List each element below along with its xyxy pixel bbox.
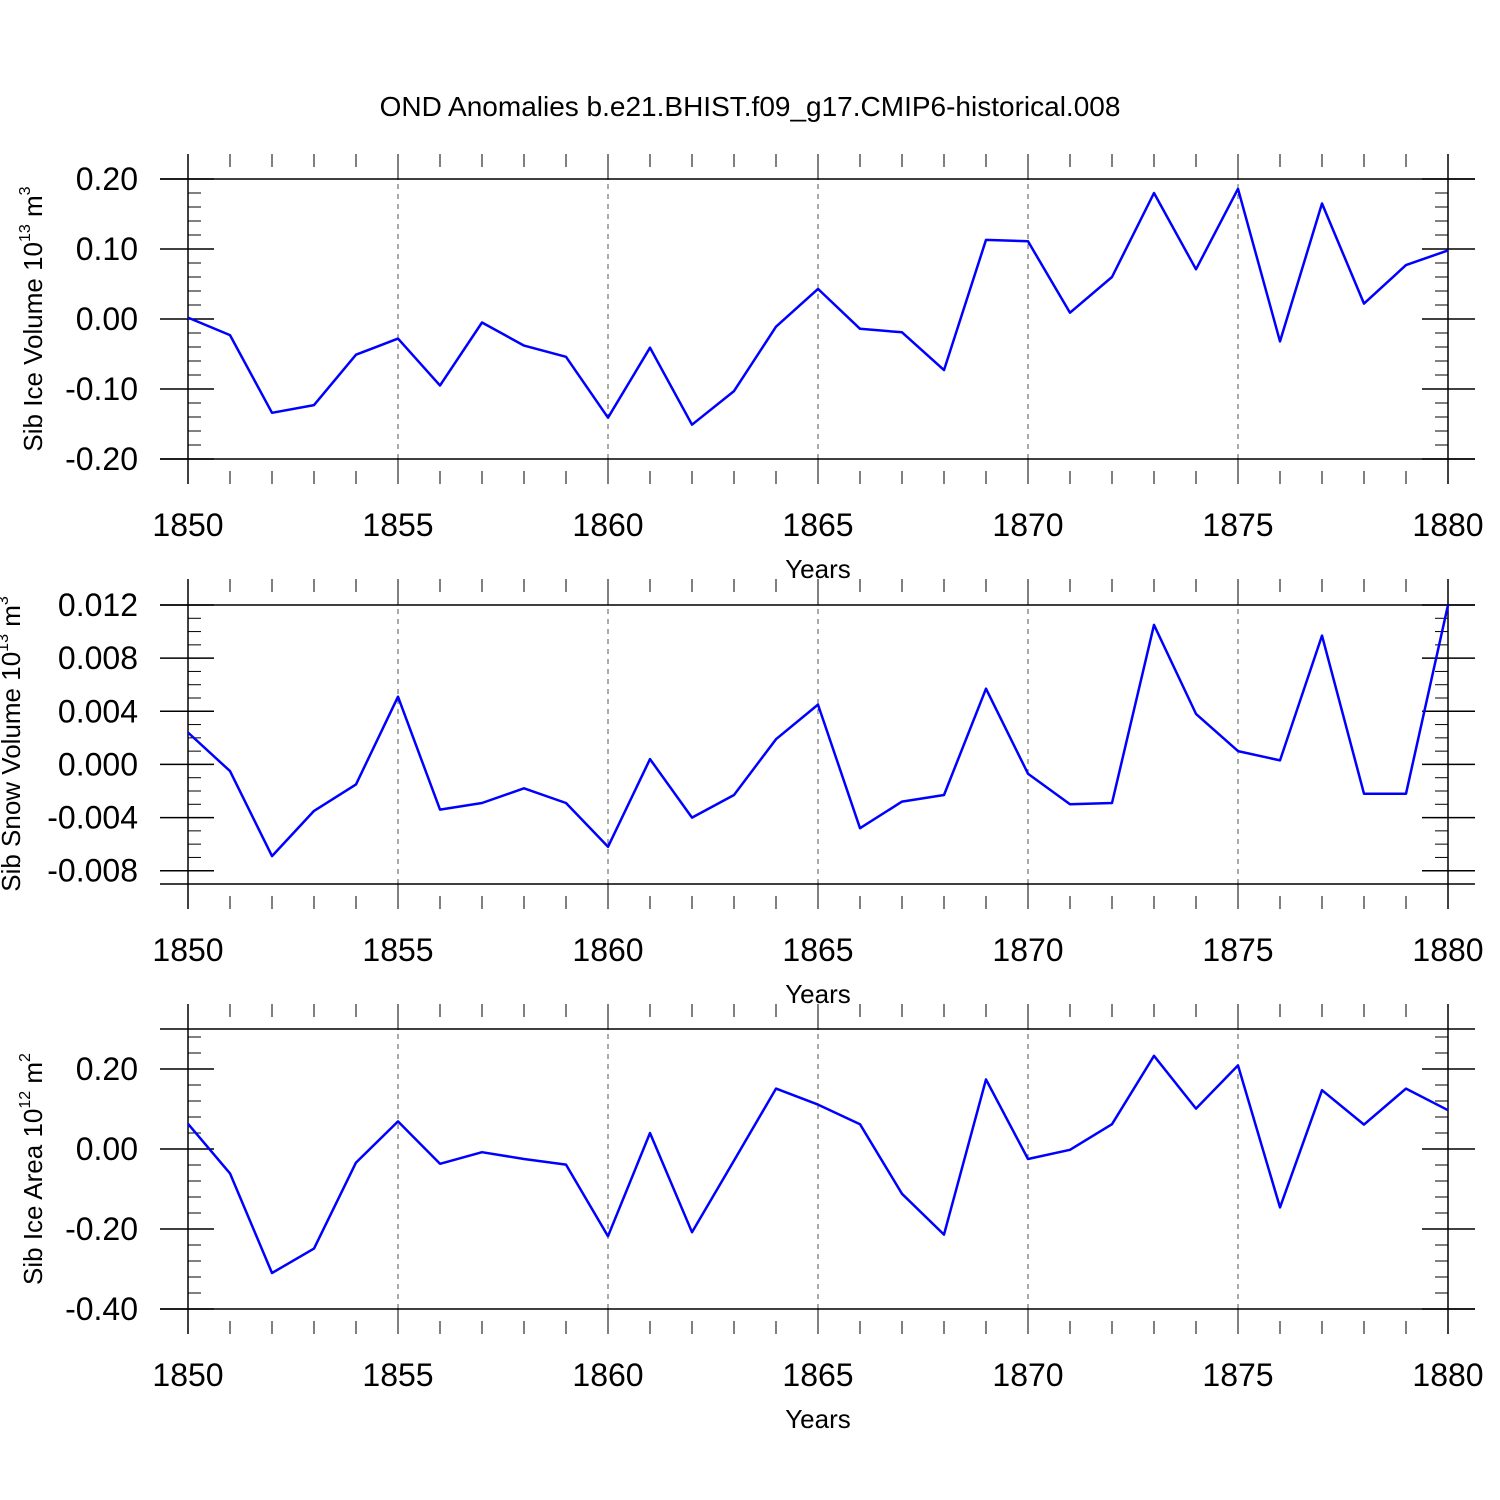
x-tick-label: 1850 [152, 932, 223, 968]
series-line [187, 604, 1450, 858]
y-tick-label: 0.10 [76, 231, 138, 267]
y-axis-label-exponent: 13 [0, 634, 12, 652]
x-tick-label: 1860 [572, 507, 643, 543]
y-tick-label: 0.004 [58, 693, 138, 729]
x-tick-label: 1855 [362, 507, 433, 543]
y-tick-label: 0.012 [58, 587, 138, 623]
y-axis-label-unit-exponent: 2 [17, 1053, 34, 1062]
x-tick-label: 1865 [782, 932, 853, 968]
x-tick-label: 1870 [992, 507, 1063, 543]
x-tick-label: 1875 [1202, 507, 1273, 543]
y-tick-label: 0.00 [76, 1131, 138, 1167]
y-tick-label: -0.10 [65, 371, 138, 407]
y-tick-label: 0.000 [58, 746, 138, 782]
panel-3: 0.20 0.00 -0.20 -0.40 1850 1855 1860 1865 1870 18… [17, 1004, 1484, 1434]
y-tick-label: -0.40 [65, 1291, 138, 1327]
y-axis-label-main: Sib Snow Volume 10 [0, 652, 26, 892]
x-tick-label: 1860 [572, 1357, 643, 1393]
panels: 0.20 0.10 0.00 -0.10 -0.20 1850 1855 1860 1865 18… [0, 154, 1484, 1434]
x-tick-label: 1865 [782, 1357, 853, 1393]
y-tick-label: 0.20 [76, 1051, 138, 1087]
x-axis-label: Years [785, 1404, 851, 1434]
y-axis-label-unit: m [18, 1062, 48, 1091]
x-tick-label: 1880 [1412, 507, 1483, 543]
x-tick-label: 1870 [992, 1357, 1063, 1393]
x-tick-label: 1875 [1202, 932, 1273, 968]
x-tick-label: 1880 [1412, 932, 1483, 968]
y-axis-label: Sib Ice Volume 1013 m3 [17, 186, 48, 451]
series-line [187, 187, 1449, 426]
y-tick-label: 0.20 [76, 161, 138, 197]
x-tick-label: 1850 [152, 1357, 223, 1393]
y-axis-label-unit-exponent: 3 [0, 596, 12, 605]
y-axis-label-main: Sib Ice Area 10 [18, 1109, 48, 1285]
y-axis-label: Sib Ice Area 1012 m2 [17, 1053, 48, 1285]
y-tick-label: -0.20 [65, 441, 138, 477]
x-tick-label: 1865 [782, 507, 853, 543]
y-tick-label: -0.008 [47, 853, 138, 889]
y-axis-label-unit-exponent: 3 [17, 186, 34, 195]
y-axis-label-main: Sib Ice Volume 10 [18, 242, 48, 452]
y-tick-label: -0.20 [65, 1211, 138, 1247]
y-axis-label-exponent: 12 [17, 1091, 34, 1109]
x-tick-label: 1870 [992, 932, 1063, 968]
y-tick-label: 0.00 [76, 301, 138, 337]
x-tick-label: 1880 [1412, 1357, 1483, 1393]
y-tick-label: -0.004 [47, 800, 138, 836]
y-axis-label-unit: m [18, 195, 48, 224]
series-line [187, 1054, 1449, 1275]
x-tick-label: 1855 [362, 1357, 433, 1393]
y-axis-label: Sib Snow Volume 1013 m3 [0, 596, 26, 892]
y-axis-label-exponent: 13 [17, 224, 34, 242]
x-tick-label: 1850 [152, 507, 223, 543]
x-tick-label: 1860 [572, 932, 643, 968]
x-tick-label: 1855 [362, 932, 433, 968]
y-tick-label: 0.008 [58, 640, 138, 676]
figure-title: OND Anomalies b.e21.BHIST.f09_g17.CMIP6-… [380, 91, 1121, 122]
y-axis-label-unit: m [0, 605, 26, 634]
panel-2: 0.012 0.008 0.004 0.000 -0.004 -0.008 1850 1855… [0, 579, 1484, 1009]
panel-1: 0.20 0.10 0.00 -0.10 -0.20 1850 1855 1860 1865 18… [17, 154, 1484, 584]
x-tick-label: 1875 [1202, 1357, 1273, 1393]
